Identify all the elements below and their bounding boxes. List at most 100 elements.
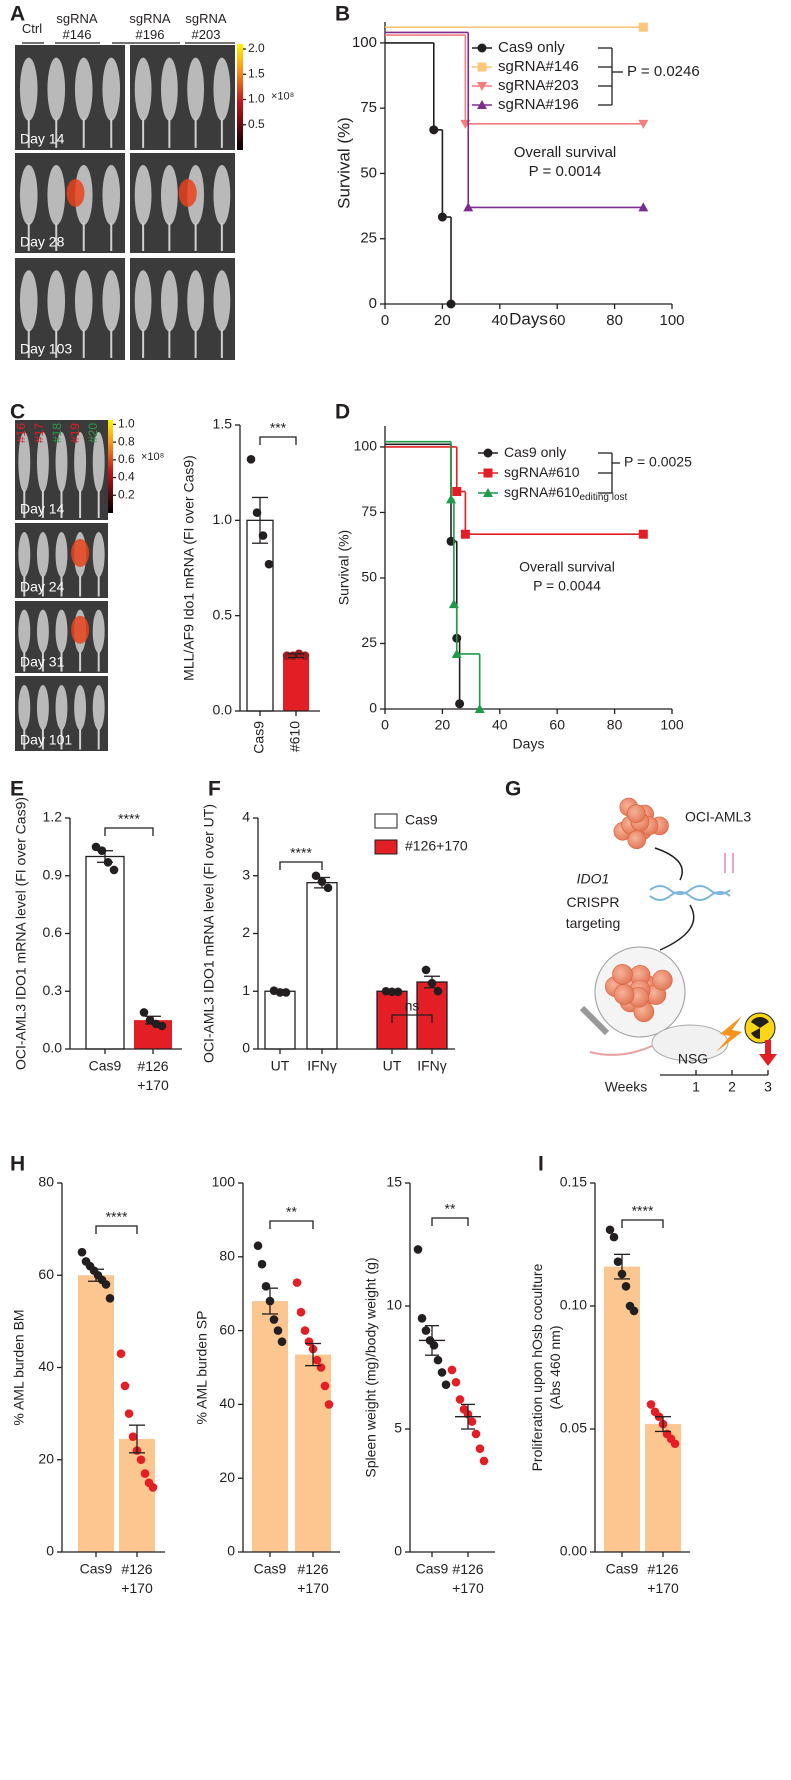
annotation: Overall survival	[519, 559, 615, 575]
sig-label: ****	[290, 845, 312, 861]
cell	[628, 831, 646, 849]
x-tick-label-line: +170	[297, 1580, 329, 1596]
bar	[78, 1275, 114, 1552]
mouse-body	[102, 270, 120, 331]
x-tick-label: #126+170	[137, 1058, 169, 1093]
mouse-body	[47, 270, 65, 331]
y-tick-label: 5	[394, 1420, 402, 1436]
data-point	[141, 1469, 150, 1478]
sig-bracket	[260, 437, 296, 445]
x-tick-label-line: +170	[647, 1580, 679, 1596]
data-point	[262, 1282, 271, 1291]
day-label: Day 14	[20, 501, 65, 517]
data-point	[321, 1382, 330, 1391]
data-point	[468, 1417, 477, 1426]
column-header: sgRNA#203	[185, 11, 227, 42]
data-point	[434, 1356, 443, 1365]
marker	[447, 300, 456, 309]
y-tick-label: 4	[242, 809, 250, 825]
y-tick-label: 100	[352, 34, 377, 51]
mouse-id: #17	[32, 423, 46, 443]
sig-bracket	[622, 1220, 663, 1228]
data-point	[270, 1315, 279, 1324]
y-tick-label: 20	[219, 1469, 235, 1485]
data-point	[140, 1008, 149, 1017]
y-tick-label: 0.0	[213, 702, 233, 718]
data-point	[438, 1368, 447, 1377]
y-tick-label: 100	[354, 438, 378, 454]
colorbar-unit: ×10⁸	[141, 451, 164, 463]
colorbar	[108, 420, 113, 513]
annotation: Overall survival	[514, 144, 617, 161]
y-tick-label: 2	[242, 924, 250, 940]
sig-bracket	[270, 1221, 313, 1229]
timeline-tick-label: 3	[764, 1079, 772, 1095]
dna-cut	[725, 853, 733, 873]
day-label: Day 28	[20, 234, 65, 250]
x-tick-label: 60	[549, 312, 566, 329]
annotation: P = 0.0044	[533, 578, 601, 594]
legend-marker	[478, 63, 487, 72]
x-tick-label: #126+170	[121, 1561, 153, 1596]
colorbar-label: 1.0	[248, 92, 265, 106]
mouse-body	[75, 58, 93, 121]
day-label: Day 14	[20, 131, 65, 147]
data-point	[422, 1326, 431, 1335]
mouse-body	[161, 270, 178, 331]
data-point	[476, 1444, 485, 1453]
colorbar-label: 0.4	[118, 470, 135, 484]
mouse-body	[187, 270, 204, 331]
data-point	[301, 651, 310, 660]
x-tick-label: 80	[607, 717, 623, 733]
legend-label: sgRNA#146	[498, 58, 579, 75]
x-tick-label: 60	[549, 717, 565, 733]
mouse-body	[75, 270, 93, 331]
panel-letter: B	[335, 3, 350, 26]
mouse-body	[102, 58, 120, 121]
x-tick-label-line: #126	[452, 1561, 483, 1577]
column-header-line: sgRNA	[56, 11, 98, 26]
x-axis-label: Days	[513, 736, 545, 752]
y-tick-label: 1.0	[213, 511, 233, 527]
mouse-body	[161, 165, 178, 225]
y-axis-label: % AML burden BM	[11, 1309, 27, 1425]
mouse-body	[20, 58, 38, 121]
x-tick-label: #126+170	[297, 1561, 329, 1596]
method-label-line: targeting	[566, 915, 620, 931]
x-tick-label: Cas9	[606, 1561, 639, 1577]
sig-label: ***	[270, 420, 287, 436]
mouse-body	[20, 165, 38, 225]
sig-label: **	[286, 1204, 297, 1220]
mouse-body	[93, 610, 105, 653]
legend-swatch	[375, 814, 397, 828]
arrow	[660, 905, 694, 950]
x-tick-label: 20	[434, 312, 451, 329]
data-point	[265, 560, 274, 569]
legend-name: sgRNA#203	[498, 77, 579, 94]
y-tick-label: 25	[361, 634, 377, 650]
x-tick-label: #610	[287, 721, 303, 752]
x-tick-label-line: +170	[121, 1580, 153, 1596]
y-axis-label: OCI-AML3 IDO1 mRNA level (FI over Cas9)	[13, 797, 29, 1070]
x-tick-label: #126+170	[647, 1561, 679, 1596]
bar	[119, 1439, 155, 1552]
data-point	[125, 1409, 134, 1418]
data-point	[110, 866, 119, 875]
legend-label: sgRNA#196	[498, 96, 579, 113]
y-tick-label: 0	[394, 1543, 402, 1559]
data-point	[606, 1225, 615, 1234]
mouse-body	[47, 165, 65, 225]
y-tick-label: 1	[242, 982, 250, 998]
data-point	[630, 1307, 639, 1316]
y-tick-label: 0	[46, 1543, 54, 1559]
legend-name: sgRNA#146	[498, 58, 579, 75]
x-tick-label: 0	[381, 717, 389, 733]
mouse-body	[56, 532, 68, 577]
mouse-body	[187, 58, 204, 121]
data-point	[452, 1378, 461, 1387]
data-point	[121, 1382, 130, 1391]
mouse-body	[74, 685, 86, 730]
y-tick-label: 40	[219, 1395, 235, 1411]
